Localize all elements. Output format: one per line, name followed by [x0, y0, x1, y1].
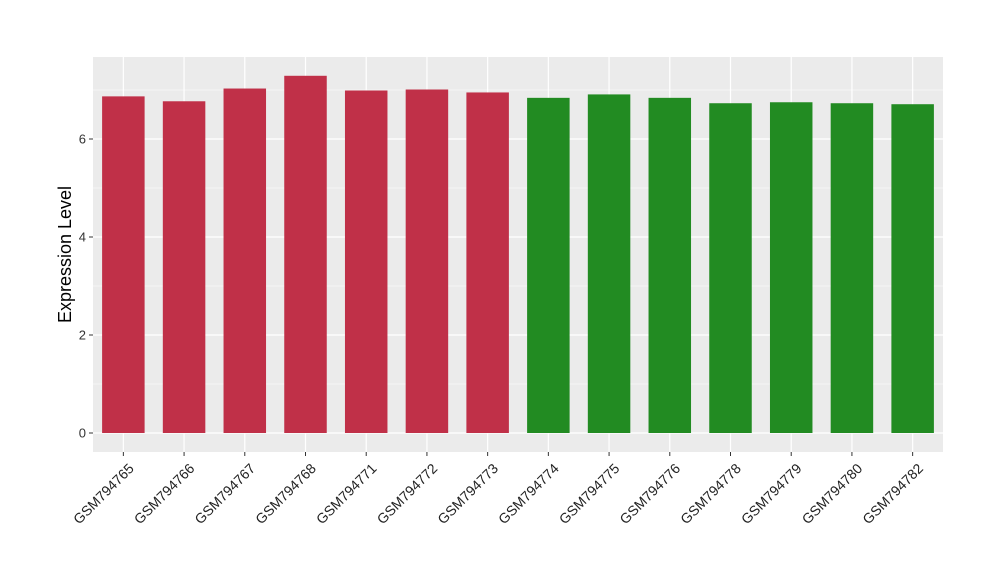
x-tick-label: GSM794766 [131, 460, 198, 527]
bar-GSM794775 [587, 94, 631, 433]
x-tick-label: GSM794775 [556, 460, 623, 527]
y-tick-label: 6 [79, 132, 86, 147]
bar-GSM794767 [223, 88, 267, 433]
bar-GSM794771 [344, 90, 388, 434]
x-tick-label: GSM794778 [677, 460, 744, 527]
y-tick-label: 4 [79, 230, 86, 245]
x-tick-label: GSM794771 [313, 460, 380, 527]
bar-GSM794782 [891, 104, 934, 434]
x-tick-label: GSM794772 [374, 460, 441, 527]
bar-GSM794766 [162, 101, 206, 434]
x-tick-label: GSM794767 [191, 460, 258, 527]
y-axis-title: Expression Level [55, 186, 75, 323]
y-axis: 0 2 4 6 [79, 132, 93, 441]
x-axis: GSM794765GSM794766GSM794767GSM794768GSM7… [70, 452, 926, 527]
bar-GSM794779 [769, 102, 813, 433]
x-tick-label: GSM794779 [738, 460, 805, 527]
y-tick-label: 2 [79, 328, 86, 343]
bar-GSM794780 [830, 103, 874, 433]
bar-GSM794776 [648, 97, 692, 433]
x-tick-label: GSM794773 [434, 460, 501, 527]
x-tick-label: GSM794765 [70, 460, 137, 527]
bar-GSM794772 [405, 89, 449, 433]
x-tick-label: GSM794782 [859, 460, 926, 527]
bar-GSM794774 [527, 97, 570, 433]
x-tick-label: GSM794768 [252, 460, 319, 527]
y-tick-label: 0 [79, 426, 86, 441]
x-tick-label: GSM794776 [616, 460, 683, 527]
bars [102, 75, 934, 434]
bar-GSM794765 [102, 96, 145, 434]
x-tick-label: GSM794780 [799, 460, 866, 527]
bar-GSM794773 [466, 92, 509, 433]
x-tick-label: GSM794774 [495, 460, 562, 527]
bar-GSM794778 [709, 103, 752, 433]
plot-panel [93, 57, 943, 452]
bar-GSM794768 [284, 75, 327, 433]
